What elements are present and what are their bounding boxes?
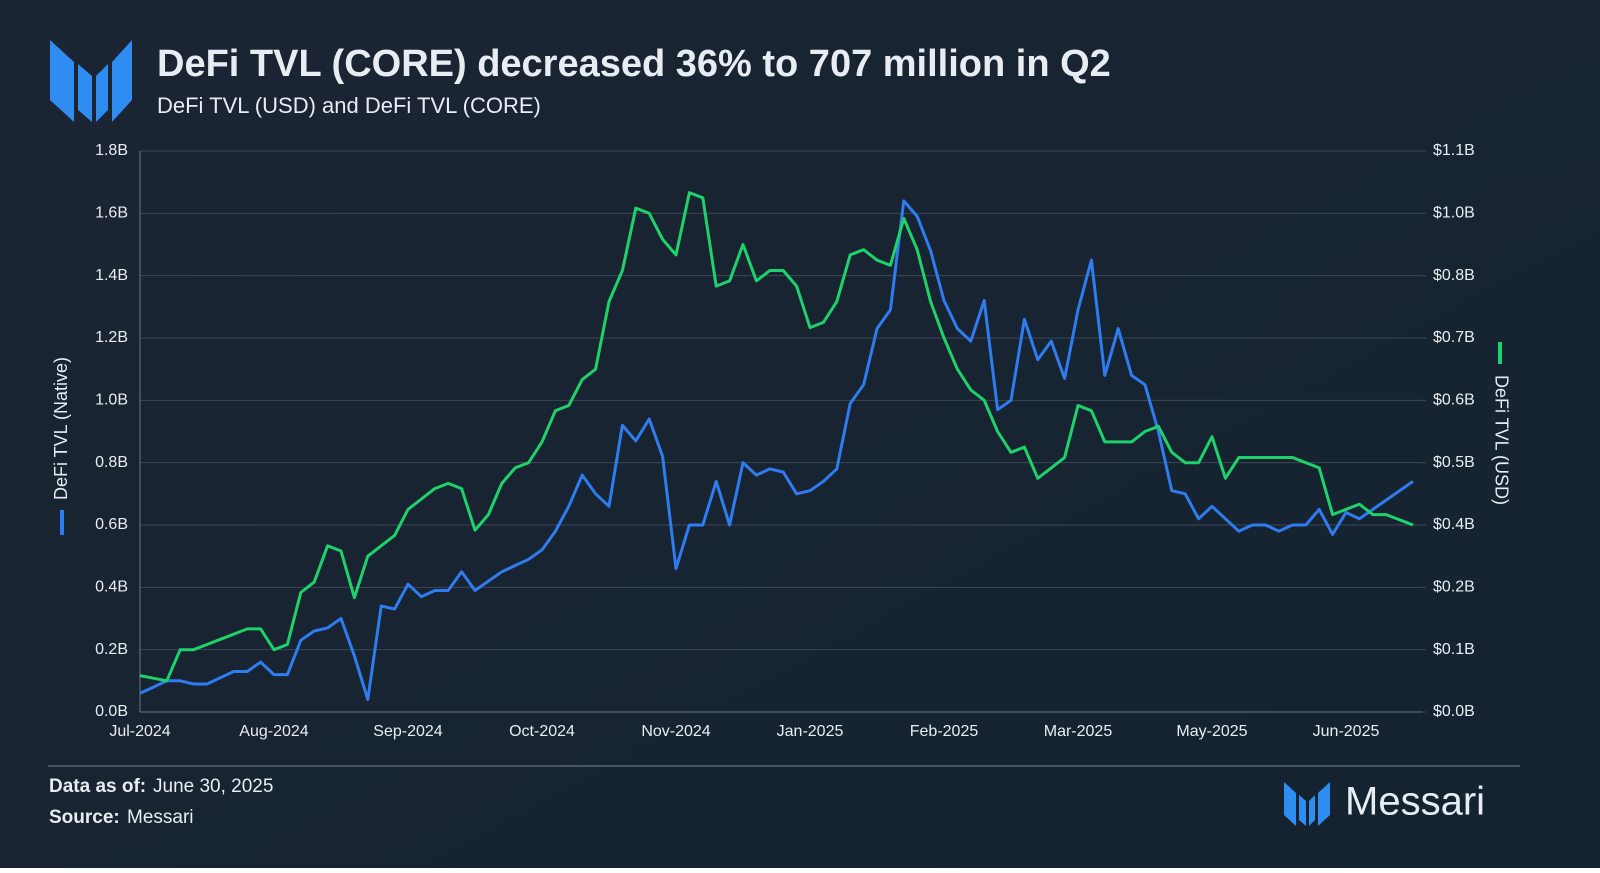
y2-tick-label: $1.0B (1433, 205, 1475, 222)
y-tick-label: 1.4B (95, 267, 128, 284)
y-axis-legend: DeFi TVL (Native) (51, 357, 71, 535)
y-tick-label: 0.6B (95, 516, 128, 533)
data-line (139, 191, 1414, 683)
y-tick-label: 1.0B (95, 392, 128, 409)
y2-axis-label: DeFi TVL (USD) (1491, 375, 1511, 505)
y-tick-label: 1.8B (95, 142, 128, 159)
x-tick-label: Jul-2024 (109, 723, 170, 740)
x-tick-label: May-2025 (1176, 723, 1247, 740)
y-tick-label: 1.6B (95, 205, 128, 222)
y2-tick-label: $0.5B (1433, 454, 1475, 471)
y2-axis-legend: DeFi TVL (USD) (1491, 342, 1511, 505)
brand: Messari (1345, 780, 1485, 824)
date: June 30, 2025 (153, 776, 273, 797)
data-line (139, 199, 1414, 701)
y-axis-label: DeFi TVL (Native) (51, 357, 71, 500)
source-label: Source: (49, 807, 120, 828)
date-label: Data as of: (49, 776, 146, 797)
x-tick-label: Sep-2024 (373, 723, 442, 740)
x-tick-label: Mar-2025 (1044, 723, 1113, 740)
logo (50, 40, 132, 122)
x-tick-label: Jun-2025 (1313, 723, 1380, 740)
y-tick-label: 0.2B (95, 641, 128, 658)
y2-tick-label: $0.1B (1433, 641, 1475, 658)
brand-logo (1284, 782, 1330, 826)
y2-tick-label: $0.0B (1433, 703, 1475, 720)
y2-tick-label: $0.8B (1433, 267, 1475, 284)
y-tick-label: 1.2B (95, 329, 128, 346)
y2-tick-label: $0.6B (1433, 392, 1475, 409)
y-tick-label: 0.8B (95, 454, 128, 471)
chart-subtitle: DeFi TVL (USD) and DeFi TVL (CORE) (157, 93, 541, 118)
y2-tick-label: $0.4B (1433, 516, 1475, 533)
chart-title: DeFi TVL (CORE) decreased 36% to 707 mil… (157, 43, 1111, 85)
y-tick-label: 0.0B (95, 703, 128, 720)
y2-tick-label: $1.1B (1433, 142, 1475, 159)
x-tick-label: Feb-2025 (910, 723, 979, 740)
x-tick-label: Aug-2024 (239, 723, 308, 740)
x-tick-label: Jan-2025 (777, 723, 844, 740)
x-tick-label: Nov-2024 (641, 723, 710, 740)
y-tick-label: 0.4B (95, 579, 128, 596)
x-tick-label: Oct-2024 (509, 723, 575, 740)
source: Messari (127, 807, 194, 828)
y2-tick-label: $0.7B (1433, 329, 1475, 346)
y2-tick-label: $0.2B (1433, 579, 1475, 596)
